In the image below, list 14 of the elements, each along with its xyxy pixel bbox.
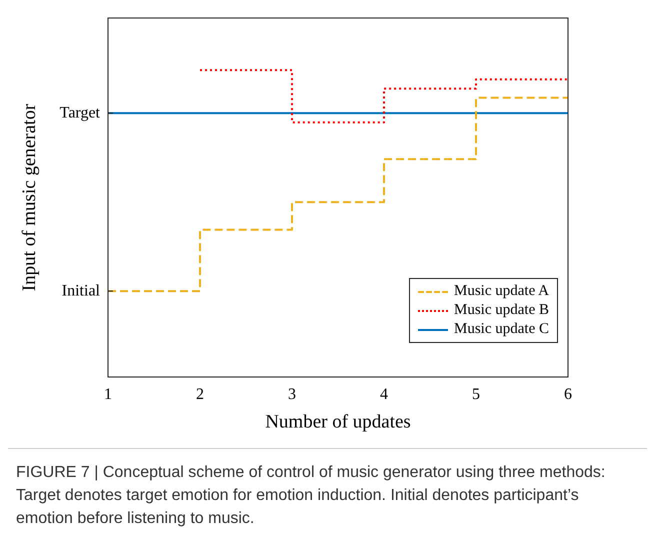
legend-label: Music update B — [454, 301, 549, 320]
annotation: Target — [60, 104, 101, 122]
y-axis-title: Input of music generator — [18, 103, 40, 292]
legend-label: Music update A — [454, 282, 549, 301]
x-tick-label: 5 — [472, 386, 480, 403]
x-tick-label: 4 — [380, 386, 388, 403]
x-tick-label: 2 — [196, 386, 204, 403]
x-tick-label: 1 — [104, 386, 112, 403]
x-tick-label: 6 — [564, 386, 572, 403]
legend-label: Music update C — [454, 320, 549, 339]
caption: FIGURE 7 | Conceptual scheme of control of music generator using three methods: Target denotes target emotion for emotion induction. Initial denotes participant’s emotion before listening to music. — [8, 448, 647, 542]
annotation: Initial — [62, 282, 101, 300]
x-tick-label: 3 — [288, 386, 296, 403]
x-axis-title: Number of updates — [265, 412, 411, 433]
